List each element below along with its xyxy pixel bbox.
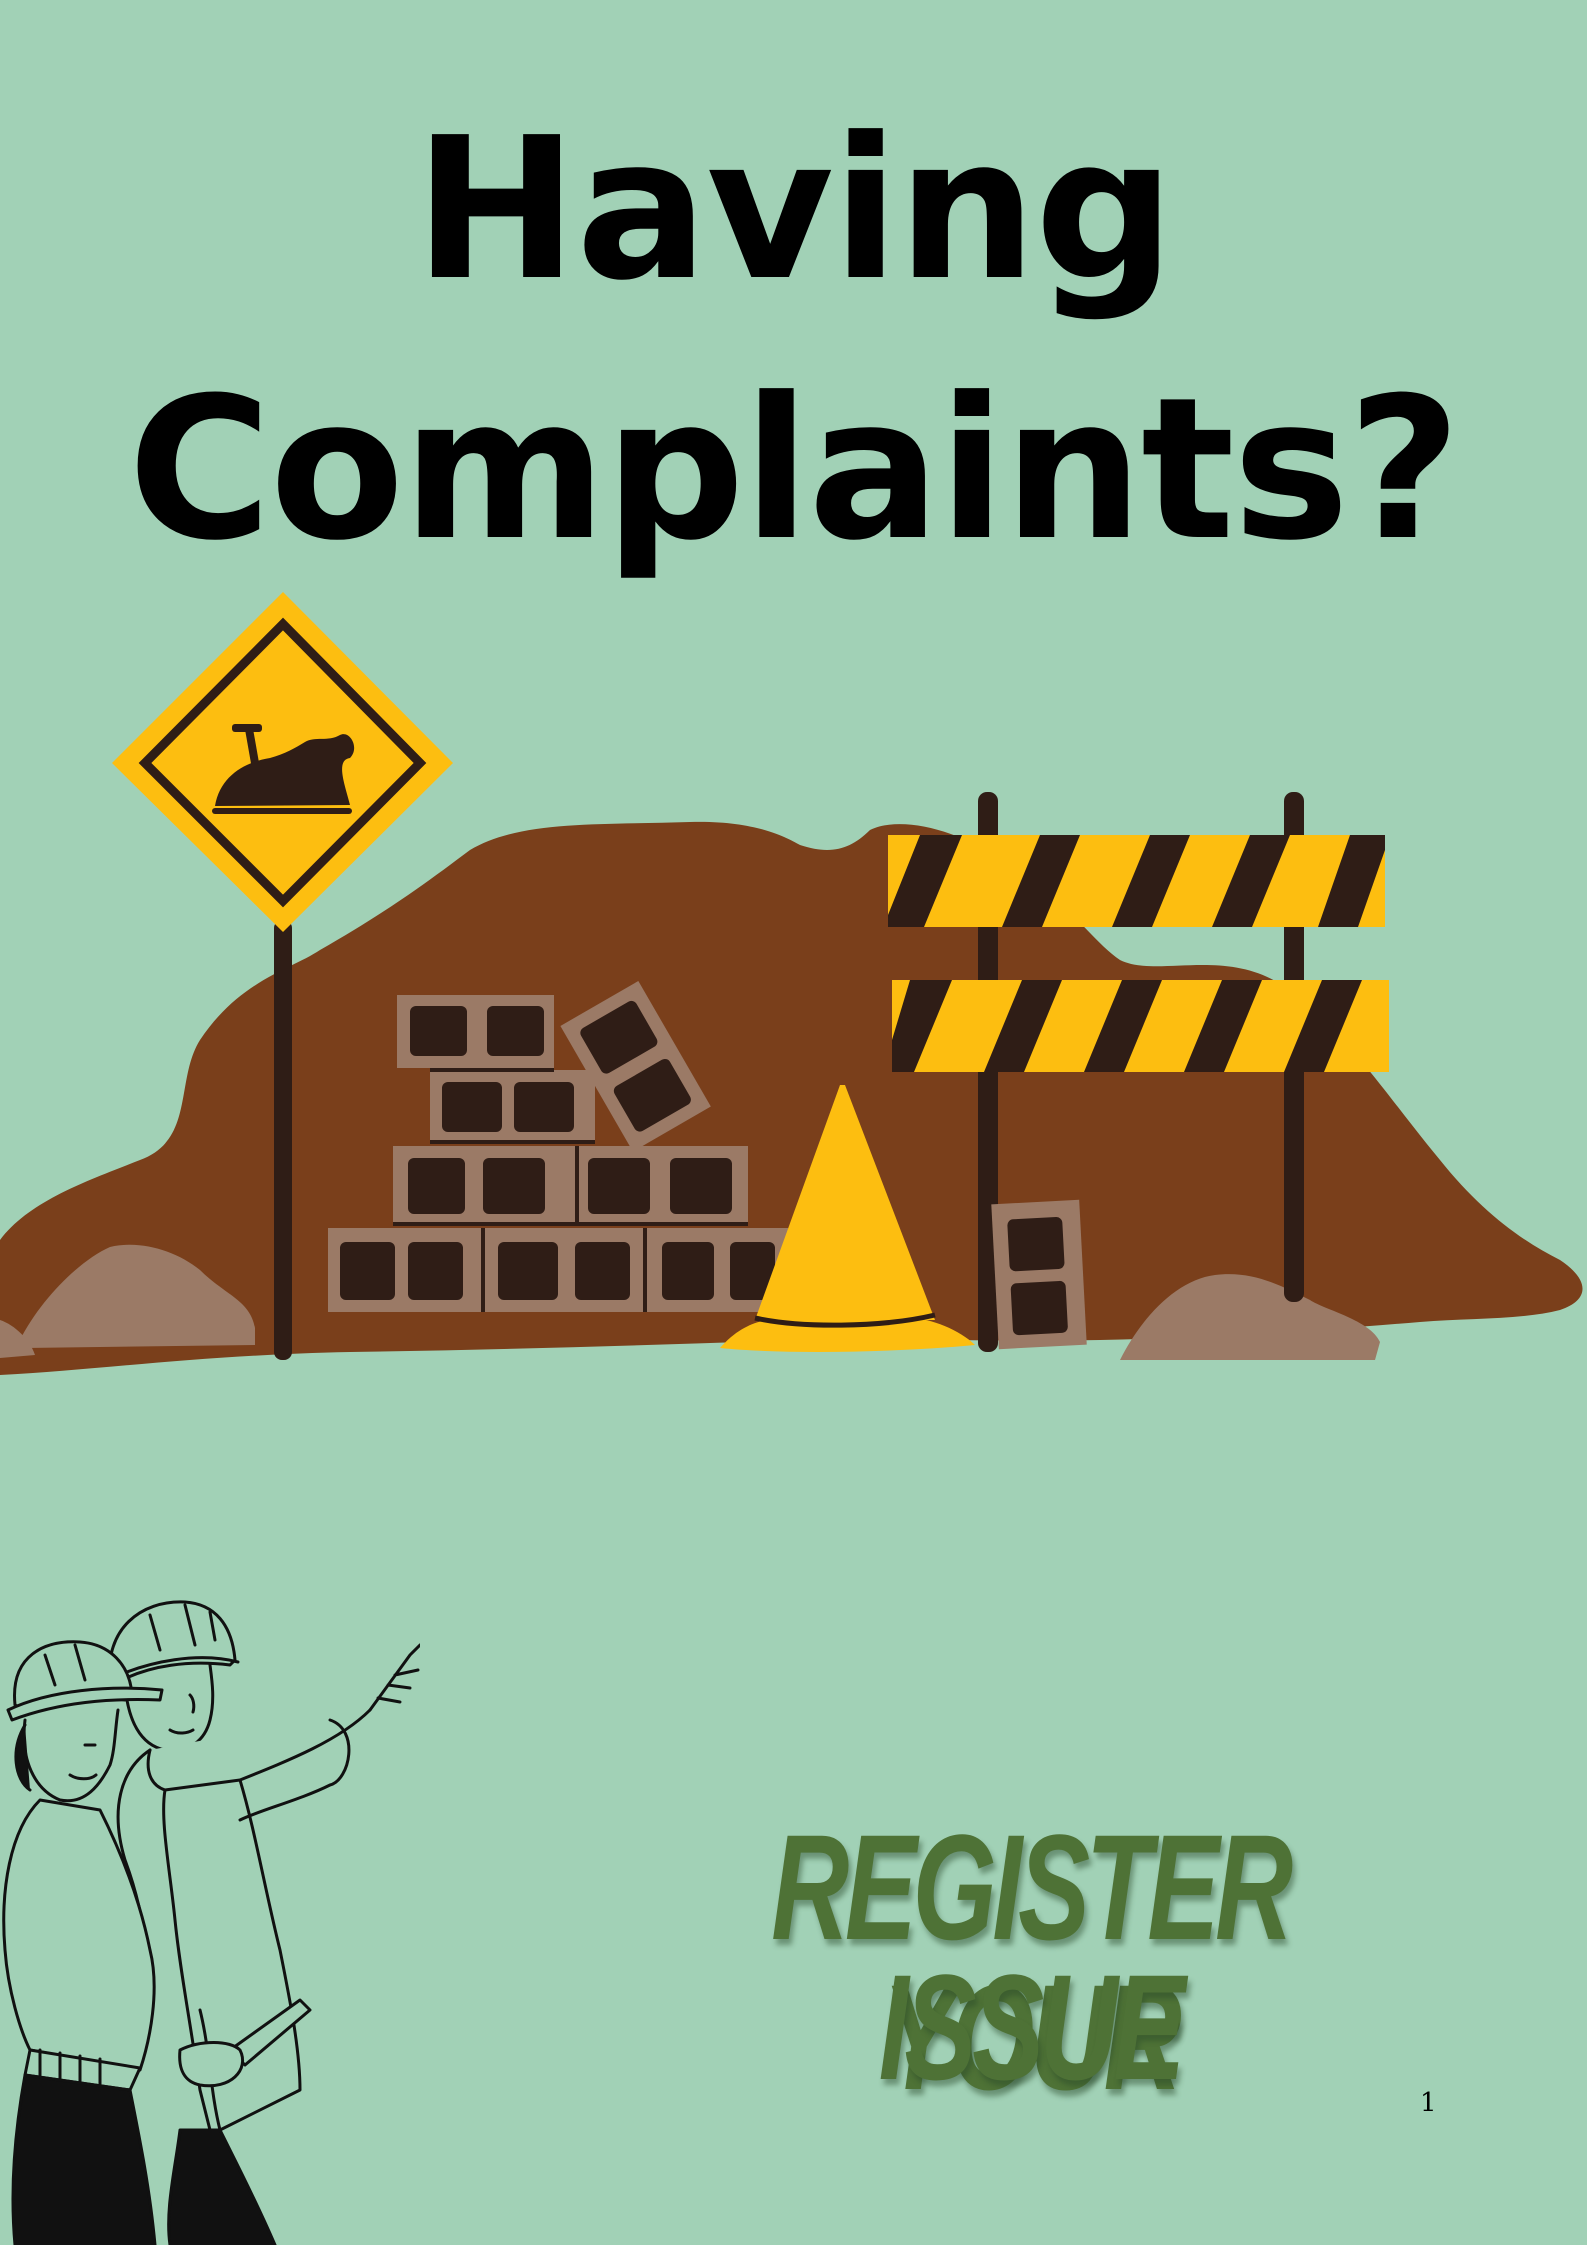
single-brick xyxy=(991,1199,1087,1350)
rock-right xyxy=(1120,1274,1380,1360)
cta-line-1: REGISTER YOUR xyxy=(771,1803,1293,2121)
rock-far-left xyxy=(0,1320,35,1358)
construction-scene xyxy=(0,592,1583,1375)
rock-left xyxy=(20,1244,255,1348)
title-line-2: Complaints? xyxy=(127,356,1461,584)
title-line-1: Having xyxy=(413,96,1175,324)
excavation-warning-icon xyxy=(212,724,355,814)
striped-barrier-icon xyxy=(888,792,1389,1352)
cta-line-2: ISSUE xyxy=(878,1943,1186,2111)
construction-workers-icon xyxy=(2,1600,420,2245)
warning-sign xyxy=(112,592,453,1360)
page-number: 1 xyxy=(1420,2088,1437,2118)
brick-pile-icon xyxy=(328,980,788,1312)
traffic-cone-icon xyxy=(720,1085,975,1352)
sign-pole xyxy=(274,920,292,1360)
